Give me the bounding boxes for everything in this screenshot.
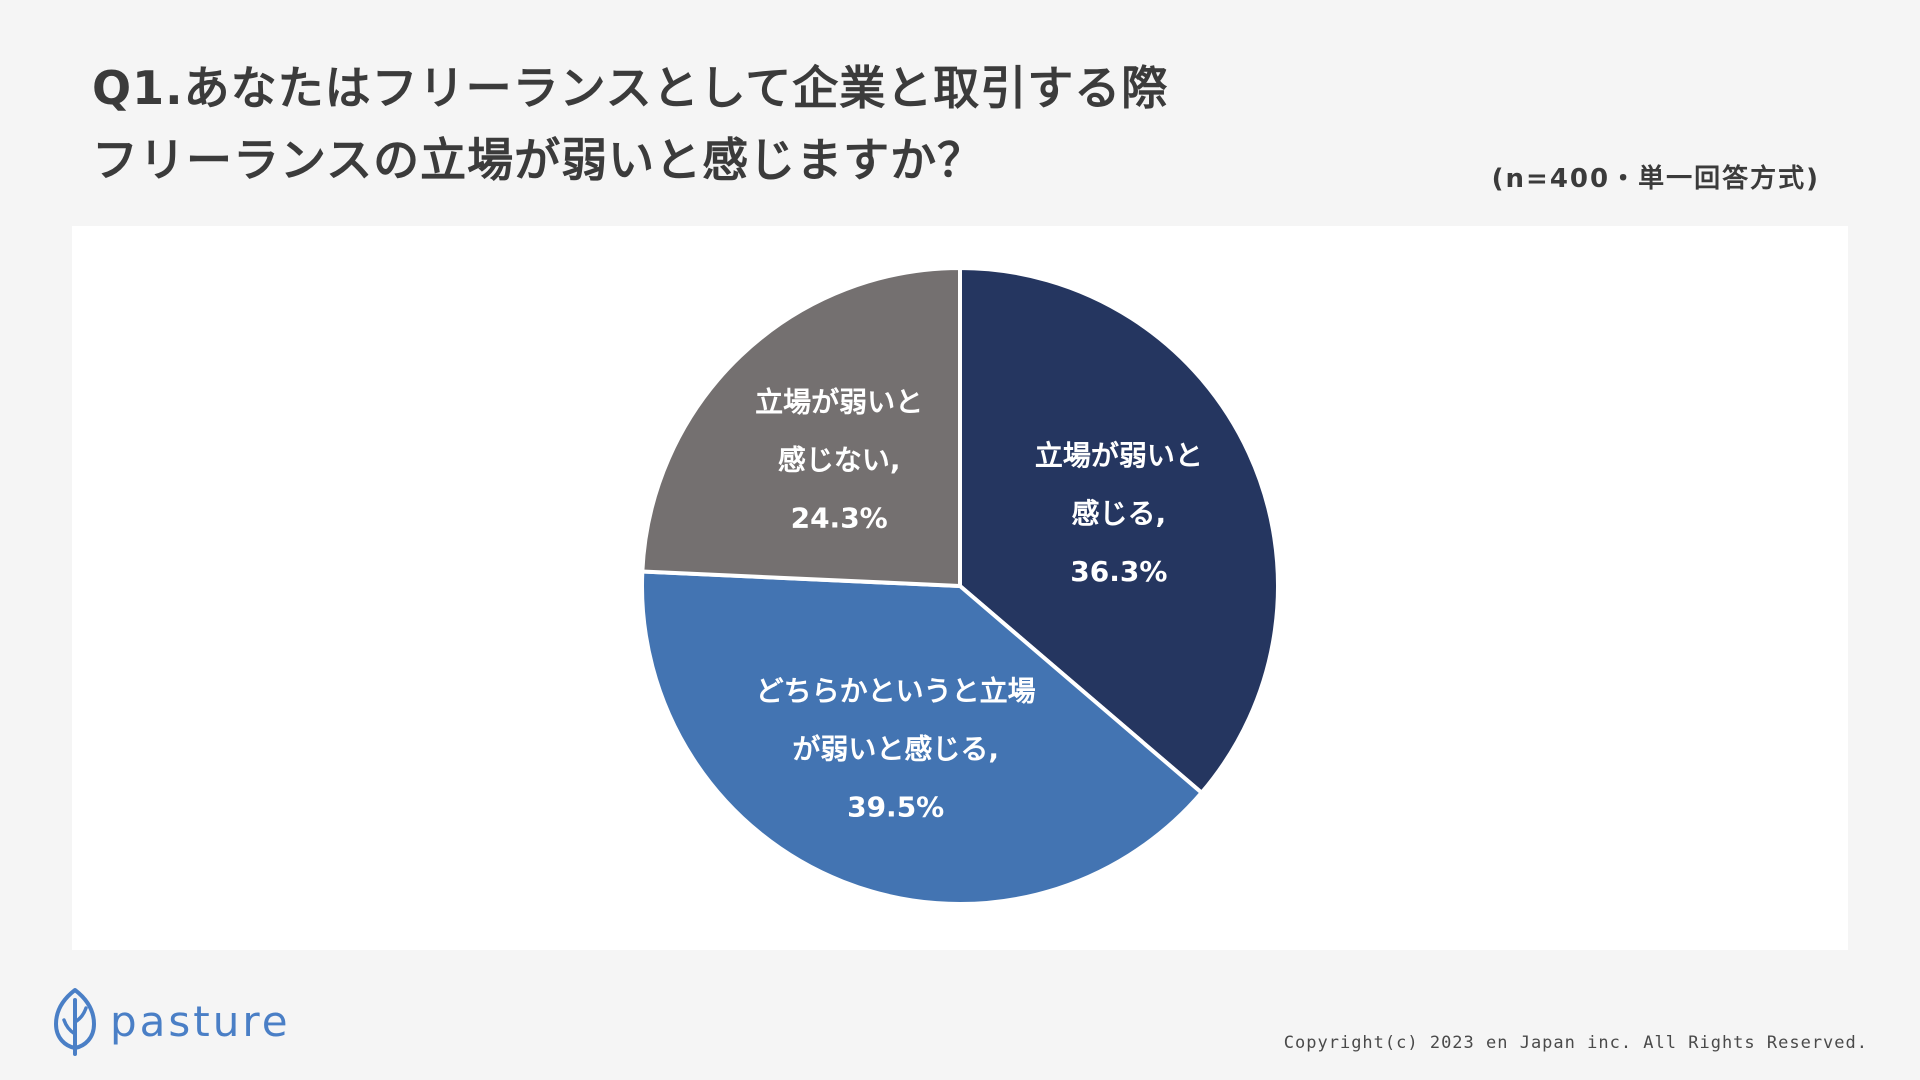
sample-note: (n=400・単一回答方式) xyxy=(1491,164,1820,194)
slice-label-2: どちらかというと立場が弱いと感じる, 39.5% xyxy=(756,675,1036,824)
slice-label-3-line-3: 24.3% xyxy=(791,502,888,535)
slice-label-3: 立場が弱いと感じない, 24.3% xyxy=(755,386,923,535)
pie-slices xyxy=(640,266,1280,906)
slice-label-1-line-2: 感じる, xyxy=(1072,497,1167,530)
pie-slice-3 xyxy=(640,266,962,588)
slice-label-1-line-1: 立場が弱いと xyxy=(1035,439,1203,472)
slice-label-2-line-2: が弱いと感じる, xyxy=(792,733,999,766)
pie-chart: 立場が弱いと感じる, 36.3%どちらかというと立場が弱いと感じる, 39.5%立場… xyxy=(640,266,1280,906)
slice-label-3-line-1: 立場が弱いと xyxy=(755,386,923,419)
pie-slice-1 xyxy=(958,266,1280,795)
slice-label-1: 立場が弱いと感じる, 36.3% xyxy=(1035,439,1203,588)
slice-label-2-line-1: どちらかというと立場 xyxy=(756,675,1036,708)
slice-label-1-line-3: 36.3% xyxy=(1070,555,1167,588)
title-line-2: フリーランスの立場が弱いと感じますか？ xyxy=(92,133,985,187)
chart-panel: 立場が弱いと感じる, 36.3% どちらかというと立場が弱いと感じる, 39.5% 立場… xyxy=(72,226,1848,950)
leaf-icon xyxy=(54,988,96,1056)
title-line-1: Q1.あなたはフリーランスとして企業と取引する際 xyxy=(92,61,1169,115)
slice-label-3-line-2: 感じない, xyxy=(778,444,901,477)
copyright: Copyright(c) 2023 en Japan inc. All Righ… xyxy=(1283,1033,1868,1053)
page-title: Q1.あなたはフリーランスとして企業と取引する際 フリーランスの立場が弱いと感じ… xyxy=(92,52,1442,196)
brand: pasture xyxy=(52,986,291,1056)
pie-slice-2 xyxy=(640,569,1204,906)
slice-label-2-line-3: 39.5% xyxy=(847,791,944,824)
brand-name: pasture xyxy=(110,996,291,1046)
